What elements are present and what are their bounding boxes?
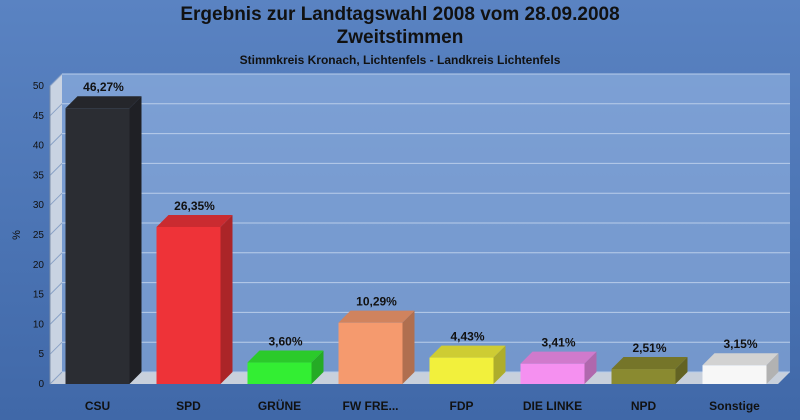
bar-top <box>520 351 597 364</box>
y-tick-label: 20 <box>33 260 45 271</box>
bar-4 <box>429 345 506 384</box>
gridline-side <box>49 371 63 385</box>
x-tick-label: FDP <box>450 399 474 413</box>
bar-side <box>675 357 688 384</box>
data-label: 10,29% <box>356 295 397 309</box>
bar-top <box>702 353 779 366</box>
bar-5 <box>520 351 597 384</box>
gridline-side <box>49 103 63 117</box>
y-tick-label: 30 <box>33 200 45 211</box>
y-tick-label: 15 <box>33 290 45 301</box>
bar-top <box>611 357 688 370</box>
y-tick-label: 40 <box>33 141 45 152</box>
bar-2 <box>247 350 324 384</box>
bar-front <box>702 365 767 384</box>
bar-top <box>247 350 324 363</box>
y-tick-label: 45 <box>33 111 45 122</box>
x-tick-label: SPD <box>176 399 201 413</box>
bar-front <box>520 363 585 384</box>
bar-6 <box>611 357 688 384</box>
bar-top <box>156 214 233 227</box>
x-tick-label: DIE LINKE <box>523 399 582 413</box>
data-label: 3,41% <box>541 336 575 350</box>
y-axis-label: % <box>11 230 23 240</box>
y-tick-label: 0 <box>38 379 44 390</box>
plot-floor <box>50 372 790 384</box>
data-label: 2,51% <box>632 341 666 355</box>
y-tick-label: 10 <box>33 319 45 330</box>
bar-side <box>402 310 415 384</box>
gridline-side <box>49 222 63 236</box>
bar-front <box>611 369 676 384</box>
gridline-side <box>49 341 63 355</box>
data-label: 3,15% <box>723 337 757 351</box>
bar-1 <box>156 214 233 384</box>
bar-side <box>129 96 142 384</box>
x-tick-label: FW FRE... <box>343 399 399 413</box>
bar-front <box>338 322 403 384</box>
chart-subtitle: Stimmkreis Kronach, Lichtenfels - Landkr… <box>239 53 561 67</box>
x-tick-label: CSU <box>85 399 110 413</box>
y-tick-label: 25 <box>33 230 45 241</box>
bar-0 <box>65 96 142 384</box>
x-tick-label: NPD <box>631 399 657 413</box>
data-label: 4,43% <box>450 330 484 344</box>
gridline-side <box>49 282 63 295</box>
gridline-side <box>49 73 63 87</box>
bars <box>65 96 779 384</box>
y-tick-label: 5 <box>38 349 44 360</box>
data-label: 46,27% <box>83 80 124 94</box>
data-label: 26,35% <box>174 199 215 213</box>
bar-side <box>766 353 779 384</box>
y-axis: 0 5 10 15 20 25 30 35 40 45 50 <box>33 81 51 390</box>
bar-front <box>247 362 312 384</box>
bar-side <box>493 345 506 384</box>
x-axis: CSU SPD GRÜNE FW FRE... FDP DIE LINKE NPD Sonst… <box>85 398 760 413</box>
chart-title-line2: Zweitstimmen <box>336 27 464 48</box>
bar-top <box>338 310 415 323</box>
bar-7 <box>702 353 779 384</box>
bar-side <box>311 350 324 384</box>
bar-front <box>65 108 130 384</box>
data-labels: 46,27% 26,35% 3,60% 10,29% 4,43% 3,41% 2,51% 3,… <box>83 80 758 355</box>
bar-3 <box>338 310 415 384</box>
bar-front <box>429 357 494 384</box>
data-label: 3,60% <box>268 335 302 349</box>
x-tick-label: Sonstige <box>709 399 760 413</box>
y-tick-label: 35 <box>33 170 45 181</box>
bar-side <box>584 351 597 384</box>
bar-front <box>156 226 221 384</box>
chart-title: Ergebnis zur Landtagswahl 2008 vom 28.09… <box>180 4 620 25</box>
gridline-side <box>49 252 63 266</box>
y-tick-label: 50 <box>33 81 45 92</box>
bar-top <box>65 96 142 109</box>
gridline-side <box>49 192 63 206</box>
gridline-side <box>49 312 63 325</box>
gridline-side <box>49 133 63 146</box>
gridline-side <box>49 163 63 176</box>
x-tick-label: GRÜNE <box>258 398 301 413</box>
bar-side <box>220 214 233 384</box>
bar-top <box>429 345 506 358</box>
